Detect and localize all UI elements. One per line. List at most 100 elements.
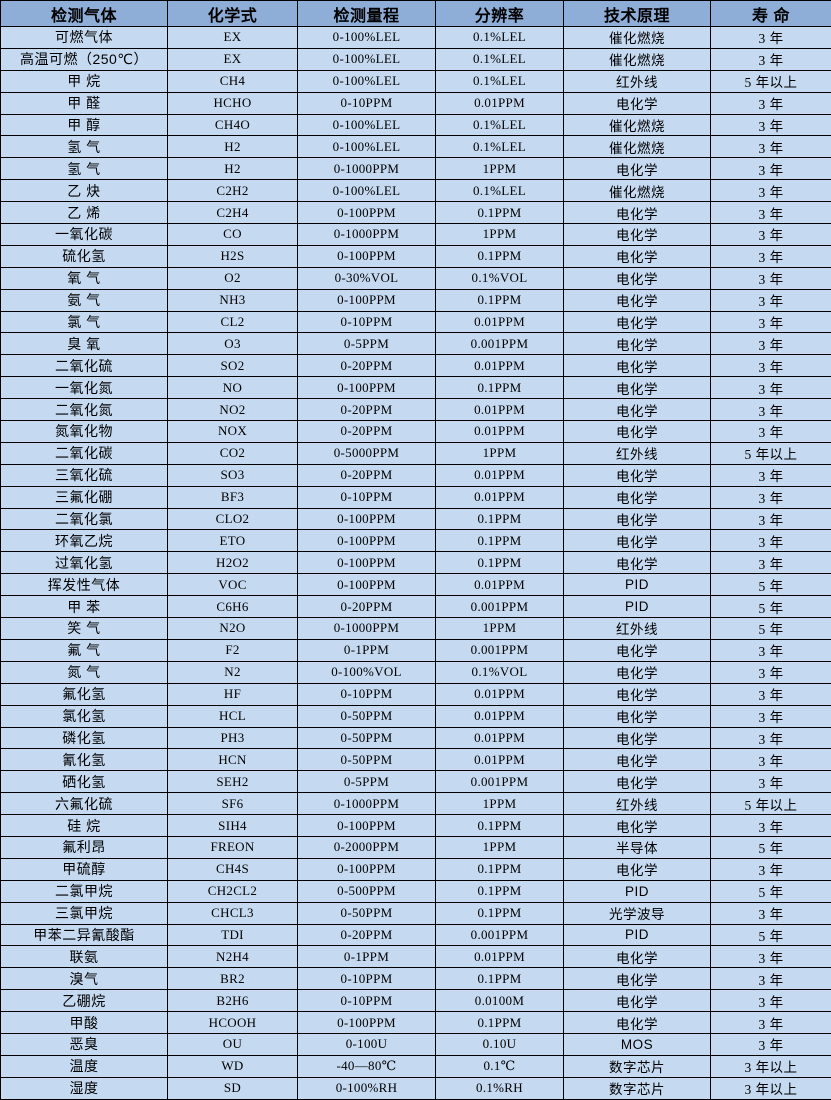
cell-formula: ETO — [168, 530, 298, 552]
cell-res: 0.1PPM — [436, 552, 564, 574]
cell-formula: C6H6 — [168, 596, 298, 618]
cell-life: 5 年以上 — [711, 70, 831, 92]
cell-formula: HCHO — [168, 92, 298, 114]
cell-res: 0.01PPM — [436, 92, 564, 114]
cell-formula: NO2 — [168, 399, 298, 421]
cell-range: 0-10PPM — [298, 990, 436, 1012]
cell-name: 二氧化硫 — [1, 355, 168, 377]
cell-tech: 电化学 — [564, 486, 711, 508]
cell-life: 3 年 — [711, 136, 831, 158]
cell-range: 0-100%LEL — [298, 27, 436, 49]
cell-formula: CH4 — [168, 70, 298, 92]
cell-res: 0.1PPM — [436, 880, 564, 902]
cell-range: 0-1000PPM — [298, 618, 436, 640]
cell-name: 湿度 — [1, 1077, 168, 1099]
cell-name: 甲 烷 — [1, 70, 168, 92]
column-header-detection-range: 检测量程 — [298, 1, 436, 27]
cell-tech: 催化燃烧 — [564, 27, 711, 49]
cell-range: 0-100PPM — [298, 245, 436, 267]
cell-range: 0-100PPM — [298, 552, 436, 574]
cell-formula: NOX — [168, 421, 298, 443]
cell-formula: CH2CL2 — [168, 880, 298, 902]
cell-tech: 电化学 — [564, 267, 711, 289]
cell-res: 0.0100M — [436, 990, 564, 1012]
cell-life: 3 年以上 — [711, 1055, 831, 1077]
cell-formula: CO — [168, 224, 298, 246]
cell-formula: CH4S — [168, 858, 298, 880]
cell-range: 0-50PPM — [298, 705, 436, 727]
cell-life: 3 年 — [711, 968, 831, 990]
cell-range: 0-100%RH — [298, 1077, 436, 1099]
cell-tech: 电化学 — [564, 377, 711, 399]
cell-tech: 催化燃烧 — [564, 136, 711, 158]
cell-res: 1PPM — [436, 158, 564, 180]
cell-range: 0-100%LEL — [298, 136, 436, 158]
cell-name: 甲酸 — [1, 1012, 168, 1034]
cell-life: 3 年 — [711, 486, 831, 508]
cell-res: 0.1PPM — [436, 902, 564, 924]
cell-life: 3 年 — [711, 92, 831, 114]
cell-life: 3 年 — [711, 333, 831, 355]
cell-res: 0.01PPM — [436, 464, 564, 486]
cell-name: 氨 气 — [1, 289, 168, 311]
cell-res: 0.1PPM — [436, 858, 564, 880]
cell-range: 0-10PPM — [298, 683, 436, 705]
cell-name: 二氧化碳 — [1, 442, 168, 464]
cell-range: 0-1000PPM — [298, 224, 436, 246]
cell-name: 一氧化碳 — [1, 224, 168, 246]
cell-tech: 电化学 — [564, 705, 711, 727]
cell-life: 3 年 — [711, 464, 831, 486]
cell-res: 0.1%LEL — [436, 48, 564, 70]
cell-range: 0-100PPM — [298, 530, 436, 552]
cell-name: 溴气 — [1, 968, 168, 990]
cell-tech: 电化学 — [564, 858, 711, 880]
cell-formula: OU — [168, 1033, 298, 1055]
cell-formula: H2 — [168, 136, 298, 158]
cell-res: 0.1PPM — [436, 377, 564, 399]
cell-range: 0-100PPM — [298, 1012, 436, 1034]
cell-range: 0-10PPM — [298, 968, 436, 990]
cell-res: 0.01PPM — [436, 486, 564, 508]
cell-res: 0.01PPM — [436, 399, 564, 421]
cell-tech: 半导体 — [564, 836, 711, 858]
cell-formula: SD — [168, 1077, 298, 1099]
cell-tech: PID — [564, 924, 711, 946]
cell-life: 3 年 — [711, 990, 831, 1012]
cell-life: 3 年 — [711, 377, 831, 399]
cell-name: 氮氧化物 — [1, 421, 168, 443]
cell-res: 0.1℃ — [436, 1055, 564, 1077]
column-header-detected-gas: 检测气体 — [1, 1, 168, 27]
cell-res: 0.1PPM — [436, 530, 564, 552]
cell-formula: CL2 — [168, 311, 298, 333]
cell-formula: EX — [168, 48, 298, 70]
cell-res: 1PPM — [436, 793, 564, 815]
cell-formula: B2H6 — [168, 990, 298, 1012]
cell-tech: 电化学 — [564, 508, 711, 530]
cell-life: 3 年 — [711, 311, 831, 333]
cell-res: 0.001PPM — [436, 596, 564, 618]
cell-formula: N2H4 — [168, 946, 298, 968]
cell-range: 0-100U — [298, 1033, 436, 1055]
cell-res: 0.1PPM — [436, 508, 564, 530]
cell-range: 0-2000PPM — [298, 836, 436, 858]
cell-tech: 红外线 — [564, 70, 711, 92]
